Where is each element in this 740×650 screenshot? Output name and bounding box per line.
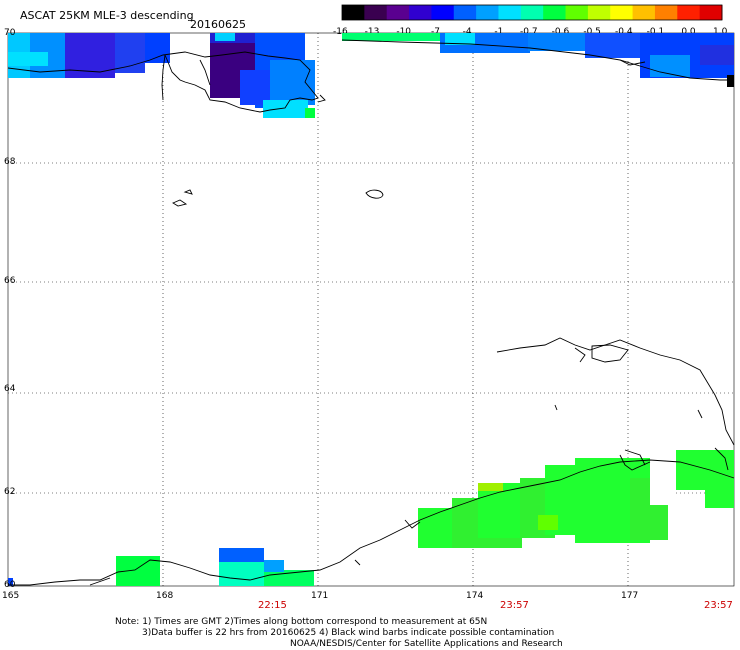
lon-label-174: 174 <box>466 591 484 601</box>
note-line-1: Note: 1) Times are GMT 2)Times along bot… <box>115 617 488 627</box>
colorbar-tick-label: -13 <box>364 27 380 37</box>
note-line-2: 3)Data buffer is 22 hrs from 20160625 4)… <box>142 628 555 638</box>
lat-label-60: 60 <box>4 580 16 590</box>
product-title: ASCAT 25KM MLE-3 descending <box>20 9 194 22</box>
lon-label-165: 165 <box>2 591 20 601</box>
swath-top-left <box>8 33 315 118</box>
lat-label-66: 66 <box>4 276 16 286</box>
lat-label-62: 62 <box>4 487 16 497</box>
colorbar-tick-label: -4 <box>462 27 472 37</box>
time-label: 22:15 <box>258 600 287 611</box>
colorbar-tick-label: -0.5 <box>583 27 601 37</box>
colorbar-tick-label: -7 <box>431 27 440 37</box>
swath-bottom-right <box>418 450 734 548</box>
colorbar-tick-label: 1.0 <box>713 27 728 37</box>
note-line-3: NOAA/NESDIS/Center for Satellite Applica… <box>290 639 563 649</box>
colorbar-tick-label: -16 <box>333 27 348 37</box>
colorbar-tick-label: -0.6 <box>551 27 570 37</box>
swath-top-right <box>342 33 734 87</box>
colorbar-tick-label: 0.0 <box>681 27 696 37</box>
time-label: 23:57 <box>500 600 529 611</box>
lat-label-64: 64 <box>4 384 16 394</box>
lat-label-70: 70 <box>4 28 16 38</box>
lon-label-168: 168 <box>156 591 174 601</box>
lon-label-171: 171 <box>311 591 329 601</box>
product-date: 20160625 <box>190 18 246 31</box>
coastlines <box>7 39 735 586</box>
colorbar-tick-label: -0.7 <box>520 27 538 37</box>
colorbar-tick-label: -10 <box>396 27 412 37</box>
lon-label-177: 177 <box>621 591 639 601</box>
lat-label-68: 68 <box>4 157 16 167</box>
colorbar-tick-label: -1 <box>494 27 504 37</box>
colorbar-tick-label: -0.4 <box>615 27 633 37</box>
swath-bottom-left <box>8 548 314 586</box>
time-label: 23:57 <box>704 600 733 611</box>
colorbar-tick-label: -0.1 <box>646 27 665 37</box>
